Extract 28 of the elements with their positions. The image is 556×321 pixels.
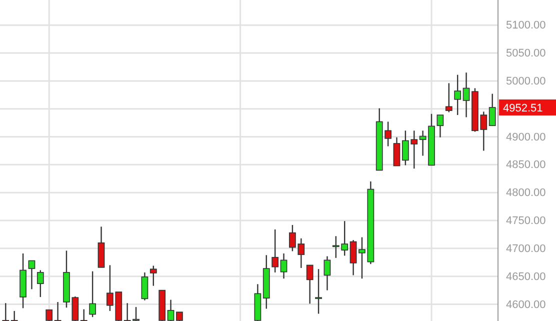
- candlestick: [28, 260, 36, 290]
- candlestick: [150, 265, 157, 286]
- y-tick-label: 5000.00: [506, 75, 546, 88]
- text: 4952.51: [503, 102, 543, 114]
- y-tick-label: 4900.00: [506, 131, 546, 144]
- candlestick: [488, 93, 496, 126]
- candlestick: [393, 136, 400, 166]
- candlestick: [462, 72, 470, 118]
- candlestick: [324, 256, 331, 291]
- candlestick: [141, 272, 148, 301]
- candlestick: [315, 268, 322, 314]
- candlestick: [454, 74, 462, 116]
- candlestick: [272, 228, 279, 274]
- y-tick-label: 4700.00: [506, 242, 546, 255]
- y-tick-label: 4650.00: [506, 270, 546, 283]
- candlestick: [36, 270, 44, 298]
- y-tick-label: 5100.00: [506, 20, 546, 32]
- candlestick: [436, 114, 444, 138]
- candlestick: [280, 252, 288, 280]
- y-tick-label: 4850.00: [506, 159, 546, 172]
- y-tick-label: 4750.00: [506, 215, 546, 228]
- y-tick-label: 5050.00: [506, 48, 546, 60]
- candlestick: [306, 264, 314, 304]
- candlestick: [89, 270, 96, 318]
- candlestick: [350, 239, 357, 276]
- y-tick-label: 4600.00: [506, 298, 546, 311]
- y-tick-label: 4800.00: [506, 187, 546, 200]
- candlestick: [445, 82, 452, 113]
